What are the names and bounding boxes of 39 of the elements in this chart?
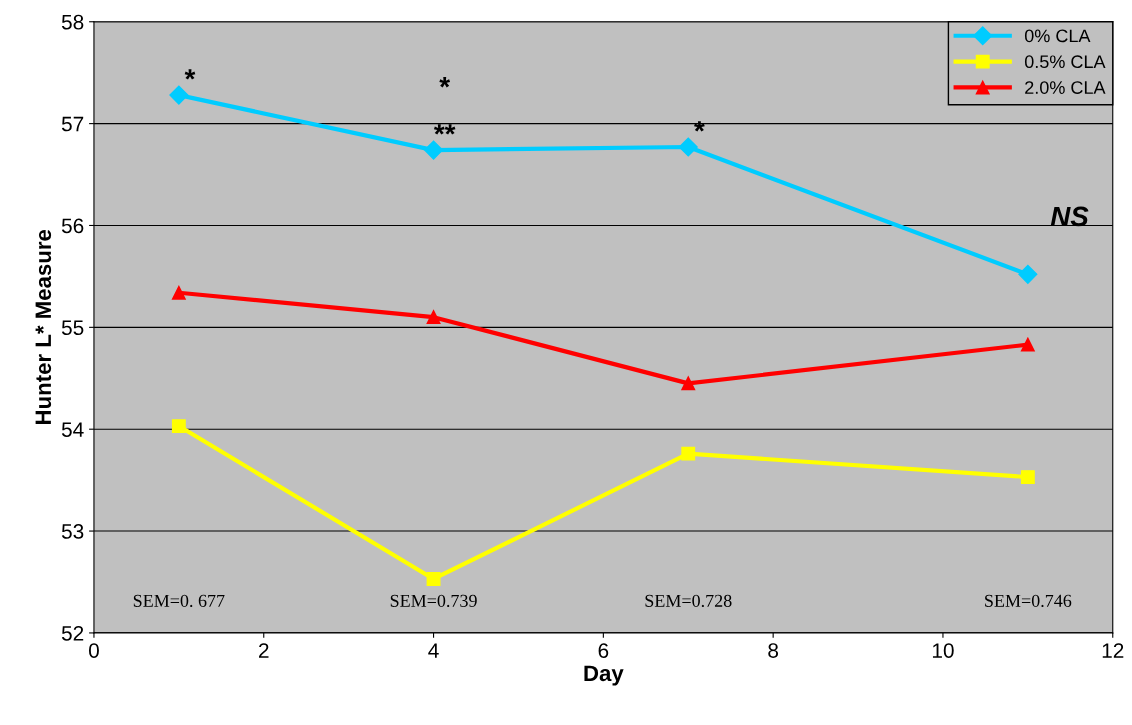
point (1020, 470, 1035, 485)
y-tick-label: 57 (61, 116, 84, 132)
annotation: SEM=0. 677 (133, 594, 225, 607)
point (1020, 337, 1035, 352)
point (171, 285, 186, 300)
legend-label: 0.5% CLA (1024, 55, 1106, 69)
x-tick-label: 10 (932, 643, 954, 658)
annotation: SEM=0.728 (645, 594, 732, 607)
x-tick-label: 4 (428, 643, 439, 658)
point (426, 571, 441, 586)
annotation: SEM=0.746 (985, 594, 1072, 607)
annotation: * (184, 69, 196, 80)
x-tick-label: 6 (598, 643, 609, 658)
annotation: ** (433, 124, 456, 135)
point (681, 446, 696, 461)
annotation: NS (1050, 206, 1089, 227)
x-axis-title: Day (584, 665, 624, 686)
point (169, 85, 189, 105)
legend-label: 0% CLA (1024, 29, 1091, 43)
x-tick-label: 12 (1102, 643, 1124, 658)
y-tick-label: 58 (61, 14, 84, 30)
point (426, 310, 441, 325)
annotation: * (439, 77, 451, 88)
point (681, 376, 696, 391)
point (424, 140, 444, 160)
y-tick-label: 52 (61, 625, 84, 641)
y-tick-label: 54 (61, 422, 84, 437)
x-tick-label: 2 (259, 643, 269, 658)
annotation: SEM=0.739 (390, 594, 477, 607)
y-tick-label: 53 (61, 524, 84, 539)
point (171, 419, 186, 434)
x-tick-label: 0 (88, 643, 99, 658)
x-tick-label: 8 (768, 643, 779, 658)
y-tick-label: 55 (61, 320, 84, 336)
point (678, 137, 698, 157)
point (1018, 264, 1038, 284)
y-tick-label: 56 (61, 218, 84, 234)
y-axis-title: Hunter L* Measure (35, 229, 52, 425)
legend-label: 2.0% CLA (1025, 81, 1106, 94)
